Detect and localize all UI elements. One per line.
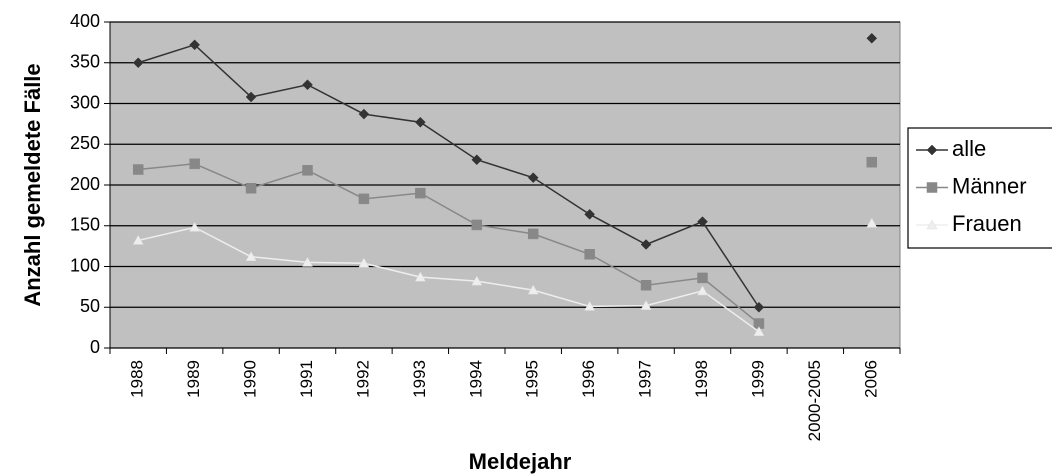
marker <box>584 208 595 220</box>
marker <box>866 32 878 44</box>
marker <box>697 272 708 284</box>
y-tick-label: 300 <box>70 92 100 112</box>
marker <box>358 193 370 205</box>
x-tick-label: 2006 <box>861 360 880 398</box>
marker <box>358 108 370 120</box>
marker <box>527 172 539 184</box>
marker <box>527 284 539 295</box>
marker <box>302 165 313 176</box>
marker <box>753 301 765 313</box>
marker <box>245 251 257 261</box>
x-tick-label: 1997 <box>636 360 655 398</box>
marker <box>471 219 483 231</box>
marker <box>415 116 426 128</box>
marker <box>471 275 483 286</box>
marker <box>926 219 938 230</box>
legend-label: Männer <box>952 173 1027 198</box>
marker <box>926 144 938 156</box>
marker <box>132 164 144 175</box>
marker <box>584 300 596 311</box>
x-tick-label: 1988 <box>128 360 147 398</box>
marker <box>926 182 938 193</box>
x-tick-label: 1995 <box>523 360 542 398</box>
y-tick-label: 0 <box>90 337 100 357</box>
x-tick-label: 2000-2005 <box>805 360 824 441</box>
marker <box>245 183 257 194</box>
legend-label: alle <box>952 136 986 161</box>
marker <box>189 221 201 232</box>
x-tick-label: 1991 <box>297 360 316 398</box>
x-tick-label: 1998 <box>692 360 711 398</box>
y-tick-label: 50 <box>80 296 100 316</box>
x-axis-title: Meldejahr <box>469 449 572 474</box>
x-tick-label: 1989 <box>184 360 203 398</box>
y-axis-title: Anzahl gemeldete Fälle <box>20 63 45 306</box>
marker <box>697 285 708 296</box>
marker <box>866 217 878 228</box>
y-tick-label: 350 <box>70 52 100 72</box>
y-tick-label: 200 <box>70 174 100 194</box>
marker <box>189 158 200 170</box>
marker <box>640 279 652 291</box>
x-tick-label: 1993 <box>410 360 429 398</box>
x-tick-label: 1996 <box>579 360 598 398</box>
marker <box>358 257 370 268</box>
marker <box>584 249 595 260</box>
marker <box>640 239 652 250</box>
marker <box>640 300 652 310</box>
y-tick-label: 250 <box>70 133 100 153</box>
x-tick-label: 1999 <box>748 360 767 398</box>
marker <box>132 57 144 69</box>
x-tick-label: 1994 <box>466 360 485 398</box>
marker <box>302 256 313 267</box>
marker <box>189 39 200 51</box>
marker <box>414 271 426 282</box>
marker <box>245 91 257 103</box>
marker <box>866 156 878 168</box>
marker <box>697 216 708 228</box>
marker <box>132 234 144 245</box>
marker <box>471 154 483 166</box>
marker <box>415 187 426 199</box>
x-tick-label: 1992 <box>353 360 372 398</box>
x-tick-label: 1990 <box>241 360 260 398</box>
marker <box>527 228 539 240</box>
y-tick-label: 400 <box>70 11 100 31</box>
marker <box>302 79 313 91</box>
marker <box>753 326 765 336</box>
y-tick-label: 100 <box>70 255 100 275</box>
y-tick-label: 150 <box>70 215 100 235</box>
legend-label: Frauen <box>952 211 1022 236</box>
